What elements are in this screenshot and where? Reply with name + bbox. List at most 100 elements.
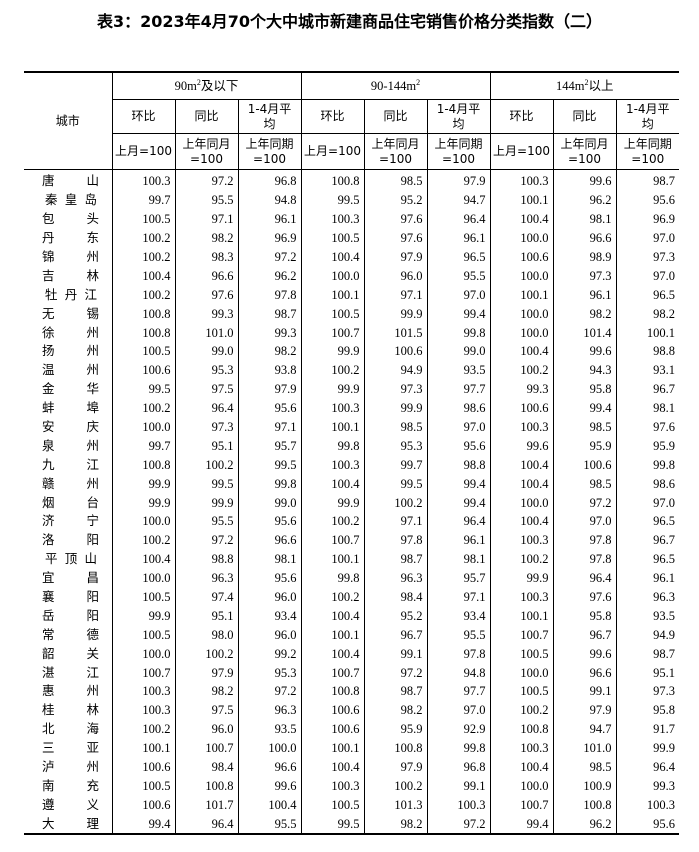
index-value: 96.0 [237, 587, 301, 607]
city-name: 赣州 [24, 474, 112, 493]
index-value: 99.4 [426, 474, 490, 494]
header-base-line: 上月=100 [304, 144, 361, 158]
index-value: 100.8 [363, 738, 427, 758]
index-value: 100.0 [237, 738, 301, 758]
index-value: 99.8 [300, 436, 364, 456]
index-value: 100.3 [489, 417, 553, 437]
table-row: 惠州 100.3 98.2 97.2 100.8 98.7 97.7 100.5 99.1 97.… [24, 682, 679, 701]
index-value: 95.9 [615, 436, 679, 456]
index-value: 99.1 [552, 682, 616, 701]
index-value: 93.5 [615, 606, 679, 626]
index-value: 97.9 [237, 379, 301, 399]
index-value: 93.1 [615, 360, 679, 380]
index-value: 97.1 [363, 512, 427, 531]
index-value: 100.6 [111, 360, 175, 380]
index-value: 100.1 [300, 738, 364, 758]
index-value: 98.2 [363, 700, 427, 720]
table-row: 包头 100.5 97.1 96.1 100.3 97.6 96.4 100.4 98.1 96.… [24, 209, 679, 229]
city-name: 湛江 [24, 663, 112, 682]
index-value: 101.0 [174, 323, 238, 343]
index-value: 99.9 [300, 379, 364, 399]
header-base-line: 上年同期 [245, 136, 294, 151]
index-value: 94.9 [363, 360, 427, 380]
index-value: 95.1 [174, 606, 238, 626]
city-name: 桂林 [24, 701, 112, 720]
index-value: 101.7 [174, 795, 238, 815]
index-value: 96.3 [363, 568, 427, 588]
header-base-line: 上年同月 [182, 136, 231, 151]
index-value: 99.5 [111, 379, 175, 399]
table-row: 宜昌 100.0 96.3 95.6 99.8 96.3 95.7 99.9 96.4 96.1 [24, 568, 679, 588]
index-value: 93.4 [426, 606, 490, 626]
city-label: 桂林 [42, 702, 99, 718]
header-base-line: 上月=100 [115, 144, 172, 158]
index-value: 96.1 [426, 530, 490, 550]
index-value: 100.3 [489, 169, 553, 191]
index-value: 100.0 [300, 266, 364, 286]
table-row: 金华 99.5 97.5 97.9 99.9 97.3 97.7 99.3 95.8 96.7 [24, 379, 679, 399]
table-row: 九江 100.8 100.2 99.5 100.3 99.7 98.8 100.4 100.6 9… [24, 455, 679, 475]
index-value: 98.8 [174, 549, 238, 569]
index-value: 100.0 [489, 266, 553, 286]
city-name: 金华 [24, 380, 112, 399]
table-row: 扬州 100.5 99.0 98.2 99.9 100.6 99.0 100.4 99.6 98.… [24, 342, 679, 361]
index-value: 100.1 [300, 549, 364, 569]
index-value: 97.7 [426, 682, 490, 701]
index-value: 100.0 [489, 304, 553, 324]
city-label: 大理 [42, 815, 99, 831]
index-value: 94.8 [426, 663, 490, 683]
index-value: 100.3 [300, 455, 364, 475]
index-value: 96.4 [426, 209, 490, 229]
index-value: 98.8 [426, 455, 490, 475]
header-base-ytd-avg: 上年同期 =100 [615, 133, 679, 170]
index-value: 100.5 [111, 625, 175, 645]
header-base-line: =100 [631, 151, 665, 166]
index-value: 95.3 [174, 360, 238, 380]
index-value: 99.3 [615, 776, 679, 796]
index-value: 96.2 [552, 190, 616, 210]
city-name: 温州 [24, 361, 112, 380]
index-value: 96.4 [174, 814, 238, 835]
city-name: 南充 [24, 777, 112, 796]
header-base-line: =100 [190, 151, 223, 166]
city-name: 韶关 [24, 644, 112, 663]
index-value: 96.4 [174, 398, 238, 418]
index-value: 99.0 [426, 342, 490, 361]
index-value: 95.6 [237, 568, 301, 588]
index-value: 97.7 [426, 379, 490, 399]
index-value: 100.4 [300, 757, 364, 777]
index-value: 100.1 [489, 285, 553, 305]
index-value: 97.8 [363, 530, 427, 550]
index-value: 100.4 [489, 474, 553, 494]
city-label: 湛江 [42, 664, 99, 680]
header-base-yoy: 上年同月 =100 [552, 133, 617, 170]
index-value: 94.8 [237, 190, 301, 210]
index-value: 95.7 [426, 568, 490, 588]
index-value: 98.5 [363, 417, 427, 437]
index-value: 95.5 [426, 266, 490, 286]
index-value: 98.1 [426, 549, 490, 569]
city-label: 徐州 [42, 324, 99, 340]
index-value: 99.2 [237, 644, 301, 664]
table-row: 洛阳 100.2 97.2 96.6 100.7 97.8 96.1 100.3 97.8 96.… [24, 530, 679, 550]
index-value: 100.3 [489, 587, 553, 607]
index-value: 96.3 [237, 700, 301, 720]
index-value: 100.3 [426, 795, 490, 815]
header-base-line: 上月=100 [493, 144, 550, 158]
city-name: 泉州 [24, 436, 112, 455]
header-base-mom: 上月=100 [300, 133, 365, 170]
index-value: 95.9 [552, 436, 616, 456]
index-value: 96.3 [615, 587, 679, 607]
city-name: 北海 [24, 720, 112, 739]
index-value: 97.0 [426, 285, 490, 305]
index-value: 99.1 [426, 776, 490, 796]
city-name: 三亚 [24, 739, 112, 758]
index-value: 100.4 [300, 247, 364, 267]
city-name: 平顶山 [24, 550, 112, 569]
index-value: 98.9 [552, 247, 616, 267]
header-base-ytd-avg: 上年同期 =100 [426, 133, 491, 170]
index-value: 95.5 [174, 190, 238, 210]
index-value: 98.5 [552, 417, 616, 437]
city-label: 遵义 [42, 796, 99, 812]
index-value: 99.3 [174, 304, 238, 324]
